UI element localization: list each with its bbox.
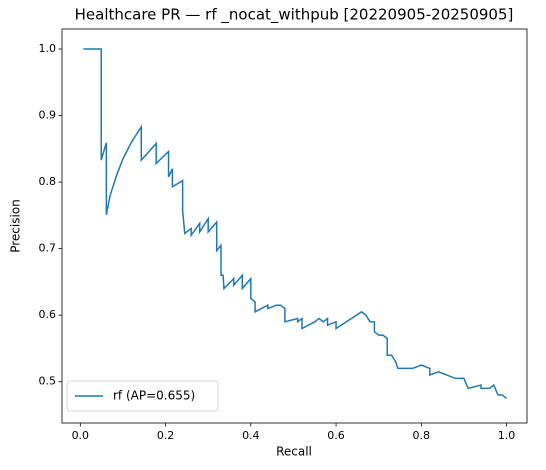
legend-box	[66, 380, 219, 412]
y-tick-label: 0.9	[39, 109, 57, 122]
pr-curve	[83, 48, 508, 399]
x-tick-label: 0.2	[157, 429, 175, 442]
x-tick-label: 0.8	[413, 429, 431, 442]
plot-frame	[61, 28, 528, 424]
legend-label: rf (AP=0.655)	[113, 389, 195, 403]
x-tick-label: 0.6	[327, 429, 345, 442]
x-axis-label: Recall	[276, 445, 312, 459]
y-tick-label: 0.5	[39, 375, 57, 388]
chart-title: Healthcare PR — rf _nocat_withpub [20220…	[75, 6, 514, 25]
y-tick-label: 1.0	[39, 42, 57, 55]
y-tick-label: 0.8	[39, 175, 57, 188]
x-tick-label: 1.0	[498, 429, 516, 442]
y-tick-label: 0.7	[39, 242, 57, 255]
x-tick-label: 0.4	[242, 429, 260, 442]
x-tick-label: 0.0	[72, 429, 90, 442]
y-axis-label: Precision	[9, 199, 23, 253]
y-tick-label: 0.6	[39, 308, 57, 321]
